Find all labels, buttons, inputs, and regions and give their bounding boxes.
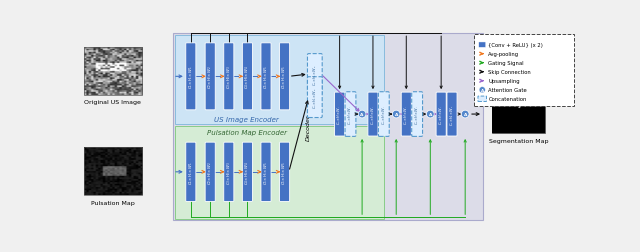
Bar xyxy=(492,80,545,134)
FancyBboxPatch shape xyxy=(205,143,215,202)
Text: Original US Image: Original US Image xyxy=(84,100,141,105)
Text: $C_5\!\times\!H_5\!\times\!W_5$: $C_5\!\times\!H_5\!\times\!W_5$ xyxy=(281,161,289,184)
Text: Attention Gate: Attention Gate xyxy=(488,88,527,93)
FancyBboxPatch shape xyxy=(261,44,271,110)
FancyBboxPatch shape xyxy=(175,36,384,124)
FancyBboxPatch shape xyxy=(173,34,483,220)
Circle shape xyxy=(358,111,366,118)
Text: $C_3\!\times\!H_3\!\times\!W_3$: $C_3\!\times\!H_3\!\times\!W_3$ xyxy=(225,65,232,89)
Text: Avg-pooling: Avg-pooling xyxy=(488,52,520,57)
FancyBboxPatch shape xyxy=(401,93,412,137)
FancyBboxPatch shape xyxy=(280,44,290,110)
FancyBboxPatch shape xyxy=(307,54,322,95)
FancyBboxPatch shape xyxy=(224,143,234,202)
Bar xyxy=(84,148,142,195)
Text: Upsampling: Upsampling xyxy=(488,79,520,84)
Text: $C_2\!\times\!H_{\cdot}\!\times\!W_{\cdot}$: $C_2\!\times\!H_{\cdot}\!\times\!W_{\cdo… xyxy=(413,105,421,124)
Text: $C_4\!\times\!H_{\cdot}\!\times\!W_{\cdot}$: $C_4\!\times\!H_{\cdot}\!\times\!W_{\cdo… xyxy=(336,105,344,124)
Circle shape xyxy=(461,111,469,118)
Text: $C_3\!\times\!H_{\cdot}\!\times\!W_{\cdot}$: $C_3\!\times\!H_{\cdot}\!\times\!W_{\cdo… xyxy=(369,105,377,124)
Text: $C_4\!\times\!H_5\!\times\!W_5$: $C_4\!\times\!H_5\!\times\!W_5$ xyxy=(311,87,319,108)
FancyBboxPatch shape xyxy=(280,143,290,202)
Text: Decoder: Decoder xyxy=(306,114,311,140)
Circle shape xyxy=(392,111,400,118)
Text: $C_4\!\times\!H_4\!\times\!W_4$: $C_4\!\times\!H_4\!\times\!W_4$ xyxy=(244,65,252,89)
FancyBboxPatch shape xyxy=(412,92,422,137)
Text: {Conv + ReLU} (x 2): {Conv + ReLU} (x 2) xyxy=(488,43,543,48)
Text: $C_1\!\times\!H_{\cdot}\!\times\!W_{\cdot}$: $C_1\!\times\!H_{\cdot}\!\times\!W_{\cdo… xyxy=(437,105,445,124)
Text: Pulsation Map Encoder: Pulsation Map Encoder xyxy=(207,129,287,135)
Circle shape xyxy=(426,111,434,118)
FancyBboxPatch shape xyxy=(307,77,322,118)
FancyBboxPatch shape xyxy=(186,143,196,202)
Text: $C_1\!\times\!H_1\!\times\!W_1$: $C_1\!\times\!H_1\!\times\!W_1$ xyxy=(187,65,195,89)
Text: $C_3\!\times\!H_{\cdot}\!\times\!W_{\cdot}$: $C_3\!\times\!H_{\cdot}\!\times\!W_{\cdo… xyxy=(380,105,388,124)
FancyBboxPatch shape xyxy=(175,126,384,219)
Text: Pulsation Map: Pulsation Map xyxy=(91,200,134,205)
Circle shape xyxy=(479,87,485,93)
Text: $C_5\!\times\!H_5\!\times\!W_5$: $C_5\!\times\!H_5\!\times\!W_5$ xyxy=(262,161,270,184)
FancyBboxPatch shape xyxy=(243,44,252,110)
Text: A: A xyxy=(481,88,484,92)
Text: $C_5\!\times\!H_5\!\times\!W_5$: $C_5\!\times\!H_5\!\times\!W_5$ xyxy=(262,65,270,89)
Text: US Image Encoder: US Image Encoder xyxy=(214,117,279,123)
FancyBboxPatch shape xyxy=(479,43,486,48)
Text: A: A xyxy=(394,113,398,117)
Text: A: A xyxy=(463,113,467,117)
Text: $C_1\!\times\!H_1\!\times\!W_1$: $C_1\!\times\!H_1\!\times\!W_1$ xyxy=(448,104,456,125)
FancyBboxPatch shape xyxy=(186,44,196,110)
Text: A: A xyxy=(429,113,432,117)
FancyBboxPatch shape xyxy=(474,35,573,107)
Text: $C_5\!\times\!H_5\!\times\!W_5$: $C_5\!\times\!H_5\!\times\!W_5$ xyxy=(311,64,319,85)
Text: $C_5\!\times\!H_5\!\times\!W_5$: $C_5\!\times\!H_5\!\times\!W_5$ xyxy=(281,65,289,89)
FancyBboxPatch shape xyxy=(436,93,446,137)
Text: Concatenation: Concatenation xyxy=(488,97,527,102)
FancyBboxPatch shape xyxy=(243,143,252,202)
Text: Skip Connection: Skip Connection xyxy=(488,70,531,75)
FancyBboxPatch shape xyxy=(378,92,389,137)
FancyBboxPatch shape xyxy=(261,143,271,202)
FancyBboxPatch shape xyxy=(335,93,345,137)
Text: Segmentation Map: Segmentation Map xyxy=(489,138,548,143)
Text: $C_2\!\times\!H_2\!\times\!W_2$: $C_2\!\times\!H_2\!\times\!W_2$ xyxy=(206,160,214,184)
Bar xyxy=(84,48,142,96)
FancyBboxPatch shape xyxy=(224,44,234,110)
FancyBboxPatch shape xyxy=(345,92,356,137)
Text: $C_1\!\times\!H_1\!\times\!W_1$: $C_1\!\times\!H_1\!\times\!W_1$ xyxy=(187,160,195,184)
Text: $C_4\!\times\!H_{\cdot}\!\times\!W_{\cdot}$: $C_4\!\times\!H_{\cdot}\!\times\!W_{\cdo… xyxy=(347,105,355,124)
Text: $C_3\!\times\!H_3\!\times\!W_3$: $C_3\!\times\!H_3\!\times\!W_3$ xyxy=(225,160,232,184)
FancyBboxPatch shape xyxy=(447,93,457,137)
FancyBboxPatch shape xyxy=(205,44,215,110)
Text: $C_2\!\times\!H_2\!\times\!W_2$: $C_2\!\times\!H_2\!\times\!W_2$ xyxy=(206,65,214,89)
Text: $C_2\!\times\!H_{\cdot}\!\times\!W_{\cdot}$: $C_2\!\times\!H_{\cdot}\!\times\!W_{\cdo… xyxy=(403,105,410,124)
Text: Gating Signal: Gating Signal xyxy=(488,61,524,66)
FancyBboxPatch shape xyxy=(478,97,486,102)
Text: $C_4\!\times\!H_4\!\times\!W_4$: $C_4\!\times\!H_4\!\times\!W_4$ xyxy=(244,160,252,184)
Text: A: A xyxy=(360,113,364,117)
FancyBboxPatch shape xyxy=(368,93,378,137)
